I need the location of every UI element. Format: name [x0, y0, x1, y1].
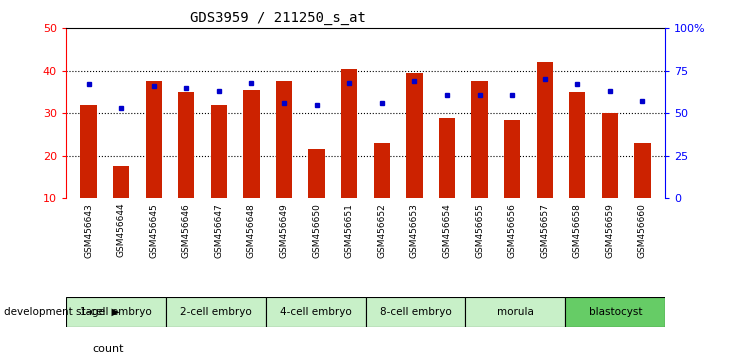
Text: GSM456646: GSM456646	[182, 203, 191, 258]
Text: GDS3959 / 211250_s_at: GDS3959 / 211250_s_at	[190, 11, 366, 25]
Text: GSM456647: GSM456647	[214, 203, 224, 258]
Text: 4-cell embryo: 4-cell embryo	[280, 307, 352, 317]
Bar	[66, 297, 166, 327]
Bar	[635, 143, 651, 198]
Bar	[166, 297, 265, 327]
Bar	[341, 69, 357, 198]
Bar	[145, 81, 162, 198]
Bar	[276, 81, 292, 198]
Text: GSM456657: GSM456657	[540, 203, 549, 258]
Bar	[113, 166, 129, 198]
Bar	[366, 297, 466, 327]
Bar	[80, 105, 96, 198]
Text: GSM456652: GSM456652	[377, 203, 386, 258]
Text: GSM456643: GSM456643	[84, 203, 93, 258]
Bar	[211, 105, 227, 198]
Text: morula: morula	[497, 307, 534, 317]
Text: GSM456651: GSM456651	[345, 203, 354, 258]
Bar	[243, 90, 260, 198]
Text: GSM456644: GSM456644	[117, 203, 126, 257]
Text: count: count	[93, 344, 124, 354]
Text: GSM456654: GSM456654	[442, 203, 452, 258]
Text: development stage  ▶: development stage ▶	[4, 307, 119, 317]
Bar	[537, 62, 553, 198]
Text: GSM456648: GSM456648	[247, 203, 256, 258]
Text: GSM456650: GSM456650	[312, 203, 321, 258]
Bar	[178, 92, 194, 198]
Text: GSM456653: GSM456653	[410, 203, 419, 258]
Text: GSM456660: GSM456660	[638, 203, 647, 258]
Bar	[569, 92, 586, 198]
Text: GSM456655: GSM456655	[475, 203, 484, 258]
Bar	[265, 297, 366, 327]
Bar	[504, 120, 520, 198]
Text: GSM456659: GSM456659	[605, 203, 614, 258]
Bar	[602, 113, 618, 198]
Text: 1-cell embryo: 1-cell embryo	[80, 307, 151, 317]
Text: GSM456645: GSM456645	[149, 203, 158, 258]
Bar	[308, 149, 325, 198]
Bar	[466, 297, 565, 327]
Bar	[471, 81, 488, 198]
Bar	[374, 143, 390, 198]
Text: 2-cell embryo: 2-cell embryo	[180, 307, 251, 317]
Text: GSM456658: GSM456658	[573, 203, 582, 258]
Text: blastocyst: blastocyst	[588, 307, 642, 317]
Text: GSM456656: GSM456656	[507, 203, 517, 258]
Text: 8-cell embryo: 8-cell embryo	[379, 307, 451, 317]
Bar	[565, 297, 665, 327]
Bar	[406, 73, 423, 198]
Bar	[439, 118, 455, 198]
Text: GSM456649: GSM456649	[279, 203, 289, 258]
